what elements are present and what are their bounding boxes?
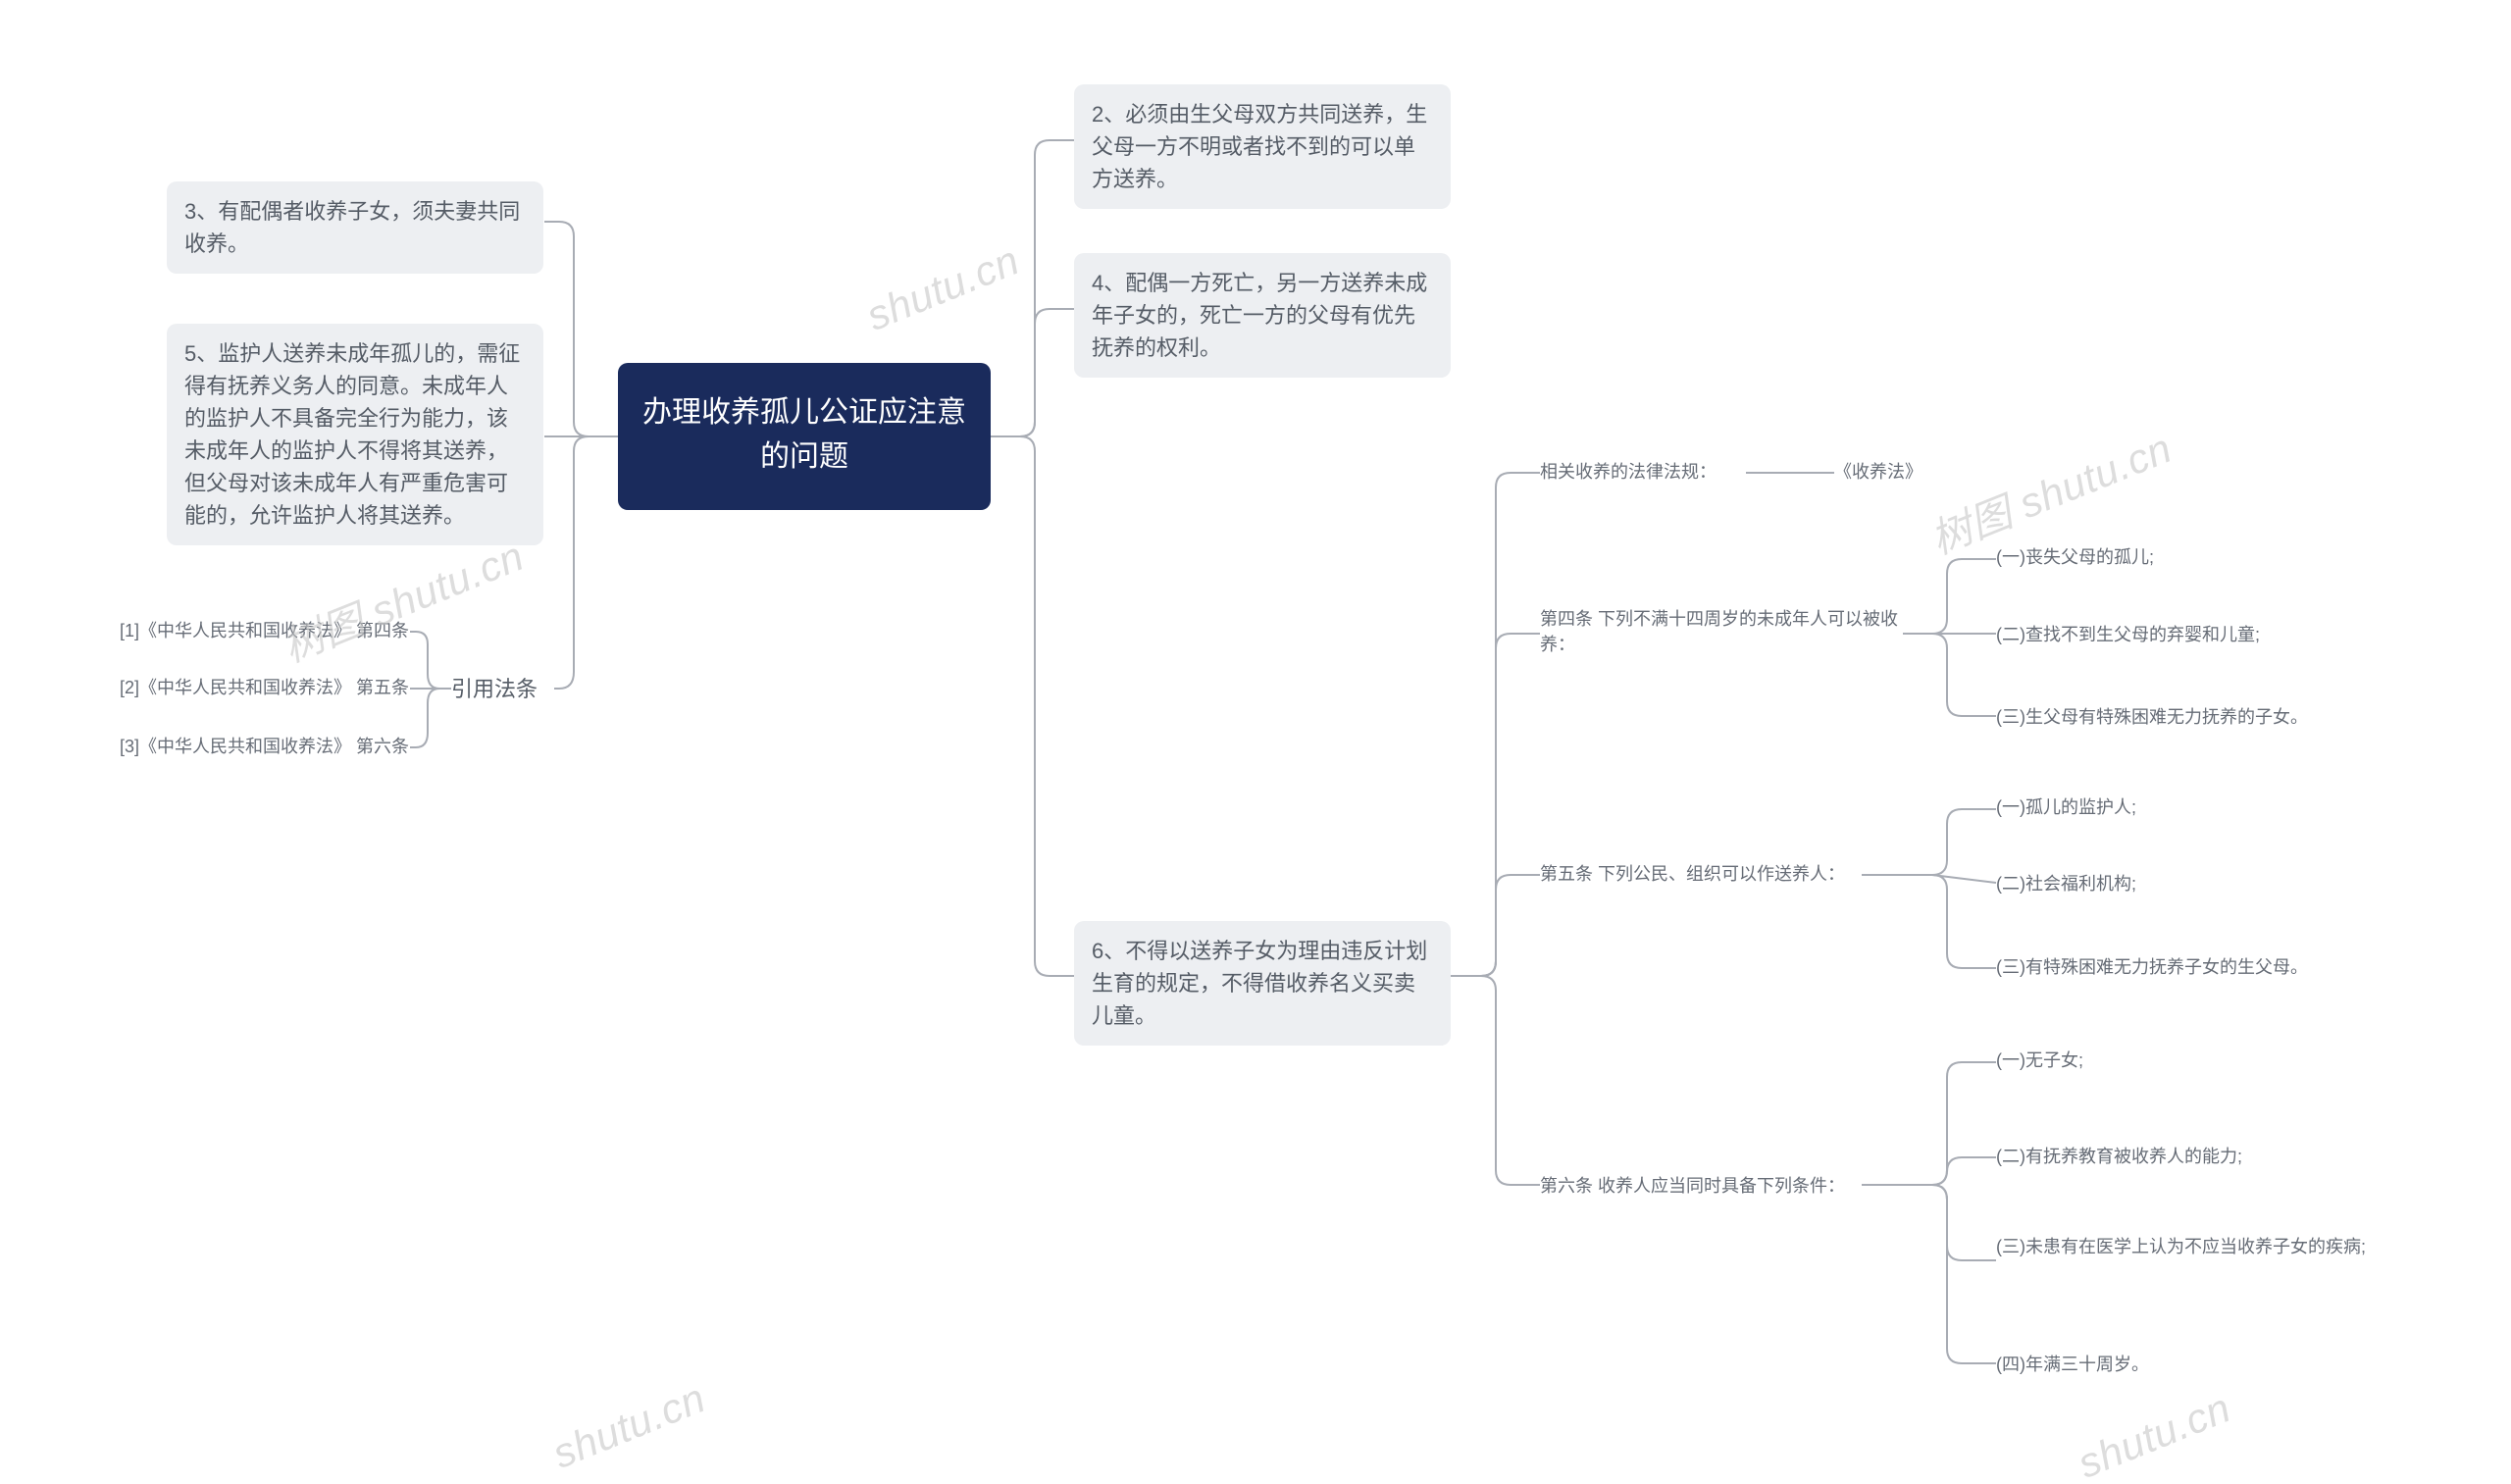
connector-8	[991, 436, 1074, 976]
connector-9	[1451, 473, 1540, 976]
connector-10	[1451, 634, 1540, 976]
connector-21	[1862, 1157, 1996, 1185]
connector-19	[1862, 875, 1996, 968]
watermark-4: shutu.cn	[546, 1374, 712, 1477]
n6-child-3: 第六条 收养人应当同时具备下列条件：	[1540, 1173, 1864, 1199]
cite-item-0: [1]《中华人民共和国收养法》 第四条	[120, 618, 414, 643]
connector-2	[554, 436, 618, 689]
citation-label: 引用法条	[451, 672, 538, 703]
connector-22	[1862, 1185, 1996, 1260]
connector-16	[1903, 634, 1996, 716]
n6-child-2-leaf-1: (二)社会福利机构;	[1996, 871, 2192, 896]
right-node-1: 4、配偶一方死亡，另一方送养未成年子女的，死亡一方的父母有优先抚养的权利。	[1074, 253, 1451, 378]
connector-17	[1862, 809, 1996, 875]
connector-12	[1451, 976, 1540, 1185]
connector-3	[410, 632, 451, 689]
connector-11	[1451, 875, 1540, 976]
connector-14	[1903, 559, 1996, 634]
n6-child-1-leaf-1: (二)查找不到生父母的弃婴和儿童;	[1996, 622, 2290, 647]
connector-23	[1862, 1185, 1996, 1363]
n6-child-1: 第四条 下列不满十四周岁的未成年人可以被收养：	[1540, 606, 1903, 657]
connector-20	[1862, 1062, 1996, 1185]
n6-child-0-leaf-0: 《收养法》	[1834, 459, 1952, 485]
n6-child-1-leaf-0: (一)丧失父母的孤儿;	[1996, 544, 2192, 570]
n6-child-0: 相关收养的法律法规：	[1540, 459, 1746, 485]
n6-child-3-leaf-2: (三)未患有在医学上认为不应当收养子女的疾病;	[1996, 1234, 2388, 1259]
connector-5	[410, 689, 451, 747]
root-node: 办理收养孤儿公证应注意的问题	[618, 363, 991, 510]
right-node-2: 6、不得以送养子女为理由违反计划生育的规定，不得借收养名义买卖儿童。	[1074, 921, 1451, 1046]
cite-item-1: [2]《中华人民共和国收养法》 第五条	[120, 675, 414, 700]
n6-child-3-leaf-0: (一)无子女;	[1996, 1048, 2143, 1073]
cite-item-2: [3]《中华人民共和国收养法》 第六条	[120, 734, 414, 759]
connector-6	[991, 140, 1074, 436]
connector-0	[544, 222, 618, 436]
n6-child-3-leaf-3: (四)年满三十周岁。	[1996, 1352, 2192, 1377]
connector-7	[991, 309, 1074, 436]
watermark-1: shutu.cn	[860, 236, 1026, 339]
connector-18	[1862, 875, 1996, 883]
n6-child-1-leaf-2: (三)生父母有特殊困难无力抚养的子女。	[1996, 704, 2330, 730]
right-node-0: 2、必须由生父母双方共同送养，生父母一方不明或者找不到的可以单方送养。	[1074, 84, 1451, 209]
watermark-3: shutu.cn	[2072, 1384, 2237, 1484]
left-node-0: 3、有配偶者收养子女，须夫妻共同收养。	[167, 181, 543, 274]
n6-child-2-leaf-0: (一)孤儿的监护人;	[1996, 794, 2192, 820]
n6-child-2-leaf-2: (三)有特殊困难无力抚养子女的生父母。	[1996, 954, 2330, 980]
watermark-0: 树图 shutu.cn	[273, 524, 532, 675]
n6-child-2: 第五条 下列公民、组织可以作送养人：	[1540, 861, 1864, 887]
left-node-1: 5、监护人送养未成年孤儿的，需征得有抚养义务人的同意。未成年人的监护人不具备完全…	[167, 324, 543, 545]
n6-child-3-leaf-1: (二)有抚养教育被收养人的能力;	[1996, 1144, 2271, 1169]
